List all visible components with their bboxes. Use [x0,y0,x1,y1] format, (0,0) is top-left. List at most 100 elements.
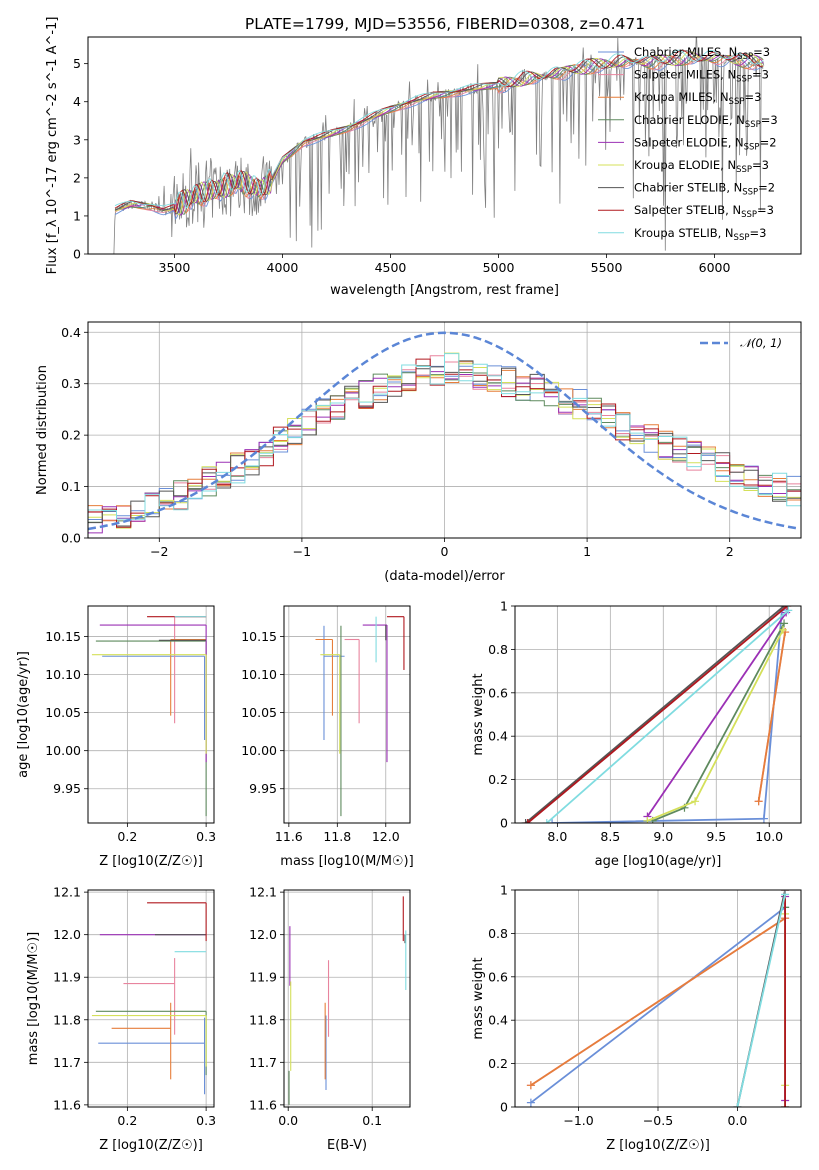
error-bars [91,616,207,817]
legend-entry: Salpeter MILES, NSSP=3 [634,68,769,85]
legend-entry: Chabrier MILES, NSSP=3 [634,45,770,62]
legend-subscript: SSP [729,97,745,107]
legend-suffix: =3 [753,45,770,59]
y-tick-label: 3 [73,132,81,147]
weight-line [530,917,786,1087]
y-tick-label: 0.2 [488,1056,508,1071]
y-tick-label: 0.4 [488,729,508,744]
weight-marker [781,1103,790,1107]
histogram-kroupa-stelib [88,353,801,520]
weight-line [530,906,786,1104]
y-axis-label: mass weight [471,957,486,1039]
x-tick-label: −0.5 [643,1113,673,1128]
plot-frame [87,36,802,255]
plot-frame [87,889,215,1108]
histogram-chabrier-miles [88,365,801,520]
y-tick-label: 11.9 [249,970,277,985]
plot-frame [87,321,802,539]
x-tick-label: 0 [441,544,449,559]
y-tick-label: 0.8 [488,926,508,941]
x-tick-label: 8.5 [600,829,620,844]
x-tick-label: 10.0 [755,829,783,844]
y-axis-label: age [log10(age/yr)] [16,651,31,778]
y-tick-label: 0 [500,816,508,831]
y-tick-label: 11.7 [249,1055,277,1070]
y-tick-label: 0.3 [61,376,81,391]
y-axis-label: Normed distribution [35,365,50,495]
legend-entry: Chabrier STELIB, NSSP=2 [634,181,775,198]
x-tick-label: 0.3 [196,829,216,844]
weight-marker [521,819,530,823]
grid-lines [284,606,410,823]
normal-curve [88,331,799,531]
x-tick-label: 9.5 [706,829,726,844]
x-axis-label: (data-model)/error [384,569,505,584]
x-tick-label: 0.1 [362,1113,382,1128]
y-tick-label: 12.0 [249,927,277,942]
weight-marker [526,1098,535,1107]
plot-frame [283,889,411,1108]
spectrum-legend: Chabrier MILES, NSSP=3 Salpeter MILES, NS… [598,45,778,243]
x-tick-label: 6000 [699,260,731,275]
x-axis-label: wavelength [Angstrom, rest frame] [330,283,559,298]
y-axis-label: mass weight [471,673,486,755]
plot-frame [283,605,411,824]
y-tick-label: 5 [73,56,81,71]
y-tick-label: 10.00 [241,743,277,758]
figure-title: PLATE=1799, MJD=53556, FIBERID=0308, z=0… [245,15,645,33]
grid-lines [515,605,801,824]
x-tick-label: 0.2 [117,829,137,844]
histogram-chabrier-elodie [88,365,801,523]
x-axis-label: Z [log10(Z/Z☉)] [606,1138,710,1153]
y-tick-label: 11.7 [53,1055,81,1070]
y-tick-label: 2 [73,170,81,185]
legend-suffix: =2 [758,181,775,195]
x-tick-label: −2 [150,544,168,559]
y-tick-label: 11.8 [249,1012,277,1027]
x-tick-label: −1 [293,544,311,559]
residuals-panel: −2 −1 0 1 2 0.0 0.1 0.2 0.3 0.4 𝒩(0, 1) (data-model… [35,321,802,584]
legend-subscript: SSP [737,52,753,62]
y-tick-label: 10.15 [45,629,81,644]
weight-line [757,631,786,802]
weight-line [546,609,789,823]
weight-marker [778,625,787,634]
x-tick-label: 5000 [483,260,515,275]
y-tick-label: 11.8 [53,1012,81,1027]
legend-suffix: =3 [744,90,761,104]
plot-frame [514,605,802,824]
y-tick-label: 11.9 [53,970,81,985]
y-tick-label: 10.05 [45,705,81,720]
y-tick-label: 12.1 [249,885,277,900]
legend-subscript: SSP [741,210,757,220]
model-line-chabrier-miles [114,56,764,221]
y-tick-label: 10.00 [45,743,81,758]
y-tick-label: 0.2 [61,428,81,443]
legend-suffix: =3 [757,203,774,217]
x-tick-label: 1 [583,544,591,559]
y-tick-label: 11.6 [53,1097,81,1112]
x-tick-label: 0.0 [727,1113,747,1128]
x-tick-label: 11.8 [323,829,351,844]
weight-marker [691,797,700,806]
legend-entry: Kroupa STELIB, NSSP=3 [634,226,766,243]
x-tick-label: 0.2 [117,1113,137,1128]
grid-lines [88,890,214,1107]
weight-vs-Z-panel: −1.0 −0.5 0.0 0 0.2 0.4 0.6 0.8 1 Z [log10(Z/Z☉)]… [471,883,802,1153]
weight-marker [759,814,768,823]
x-tick-label: 9.0 [653,829,673,844]
histogram-salpeter-elodie [88,365,801,534]
legend-subscript: SSP [736,165,752,175]
grid-lines [284,890,410,1107]
legend-suffix: =3 [752,68,769,82]
mass-vs-Z-panel: 0.2 0.3 11.6 11.7 11.8 11.9 12.0 12.1 Z [log10(Z… [26,885,216,1153]
legend-suffix: =2 [760,135,777,149]
x-axis-label: mass [log10(M/M☉)] [280,854,413,869]
histogram-salpeter-miles [88,355,801,522]
grid-lines [88,606,214,823]
y-tick-label: 12.1 [53,885,81,900]
weight-line [652,622,785,822]
weight-line [527,606,788,823]
weight-marker [548,819,557,823]
